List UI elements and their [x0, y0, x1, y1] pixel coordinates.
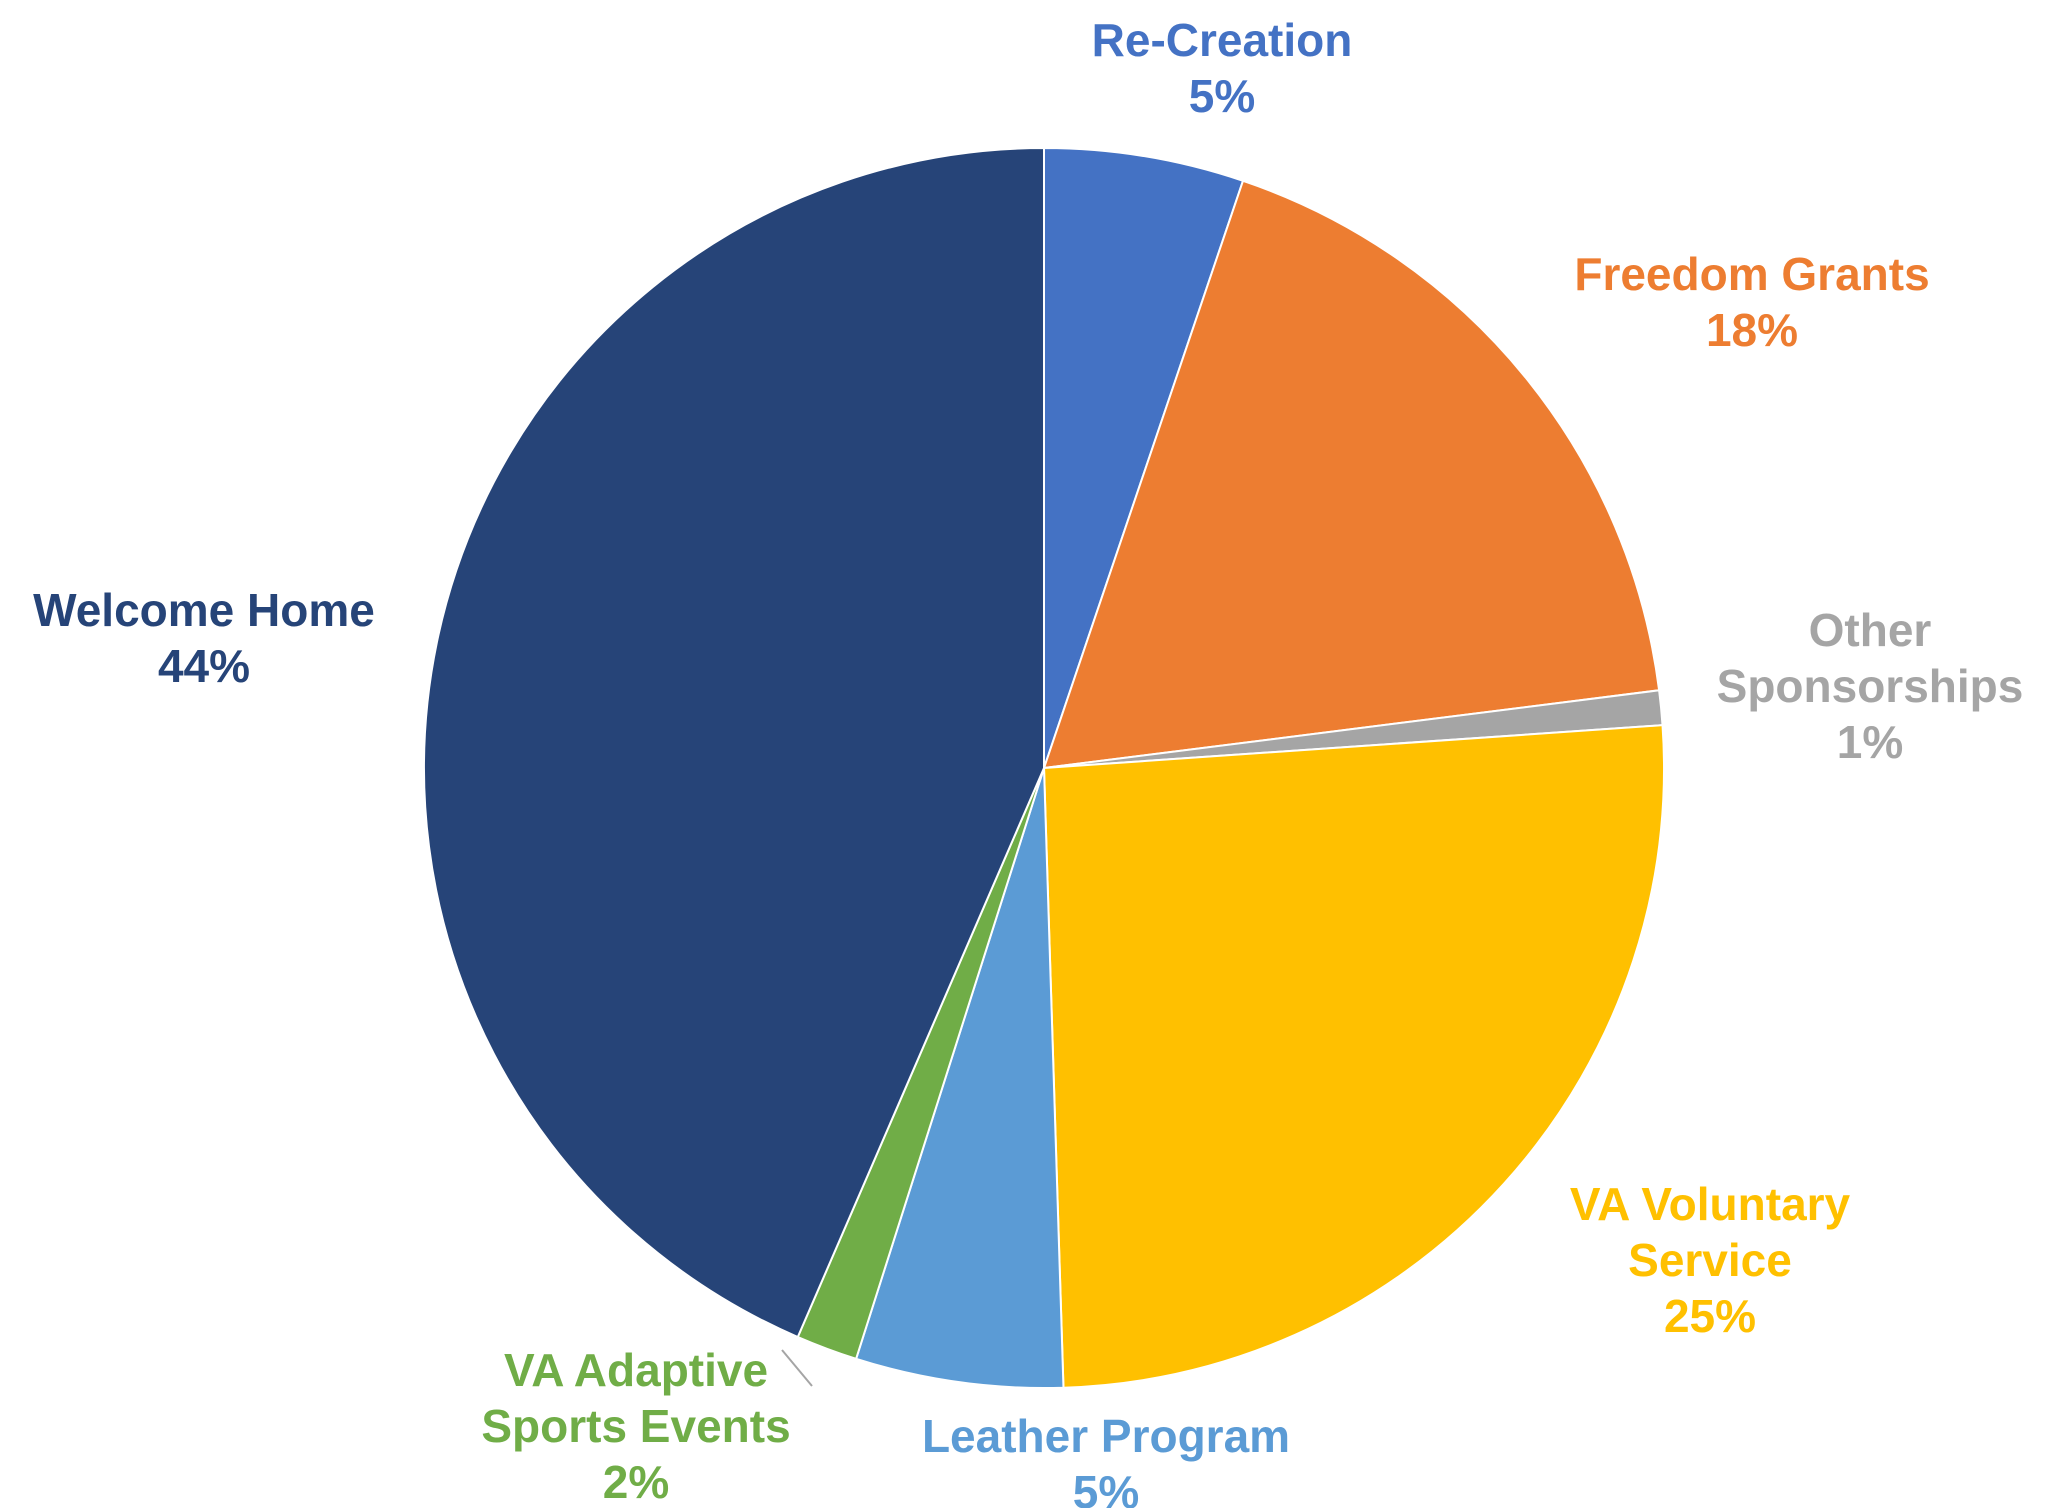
leader-line-va-adaptive-sports-events	[781, 1349, 813, 1387]
label-welcome-home-percent: 44%	[158, 640, 250, 692]
label-other-sponsorships-percent: 1%	[1837, 716, 1903, 768]
label-welcome-home: Welcome Home 44%	[33, 584, 375, 692]
label-va-adaptive-sports-events-name: VA Adaptive	[504, 1344, 768, 1396]
label-freedom-grants-percent: 18%	[1706, 304, 1798, 356]
label-other-sponsorships-name: Sponsorships	[1717, 660, 2024, 712]
label-va-voluntary-service-name: VA Voluntary	[1570, 1178, 1851, 1230]
label-welcome-home-name: Welcome Home	[33, 584, 375, 636]
slice-leather-program	[854, 767, 1065, 1389]
label-re-creation-percent: 5%	[1189, 70, 1255, 122]
label-leather-program-name: Leather Program	[922, 1410, 1290, 1462]
label-va-voluntary-service-name: Service	[1628, 1234, 1792, 1286]
data-labels: Re-Creation 5%Freedom Grants 18%Other Spons…	[33, 14, 2023, 1508]
label-va-voluntary-service-percent: 25%	[1664, 1290, 1756, 1342]
slice-re-creation	[1043, 146, 1245, 769]
label-va-adaptive-sports-events-percent: 2%	[603, 1456, 669, 1508]
label-re-creation-name: Re-Creation	[1092, 14, 1353, 66]
label-leather-program-percent: 5%	[1073, 1466, 1139, 1508]
label-other-sponsorships: Other Sponsorships 1%	[1717, 604, 2024, 768]
label-leather-program: Leather Program 5%	[922, 1410, 1290, 1508]
label-va-adaptive-sports-events-name: Sports Events	[481, 1400, 790, 1452]
slice-freedom-grants	[1042, 179, 1661, 770]
label-va-voluntary-service: VA Voluntary Service 25%	[1570, 1178, 1851, 1342]
label-other-sponsorships-name: Other	[1809, 604, 1932, 656]
label-freedom-grants: Freedom Grants 18%	[1574, 248, 1929, 356]
label-freedom-grants-name: Freedom Grants	[1574, 248, 1929, 300]
slice-welcome-home	[423, 146, 1045, 1339]
slice-va-voluntary-service	[1042, 724, 1665, 1389]
leader-lines	[781, 1349, 813, 1387]
label-va-adaptive-sports-events: VA Adaptive Sports Events 2%	[481, 1344, 790, 1508]
pie-slices	[423, 146, 1665, 1389]
label-re-creation: Re-Creation 5%	[1092, 14, 1353, 122]
